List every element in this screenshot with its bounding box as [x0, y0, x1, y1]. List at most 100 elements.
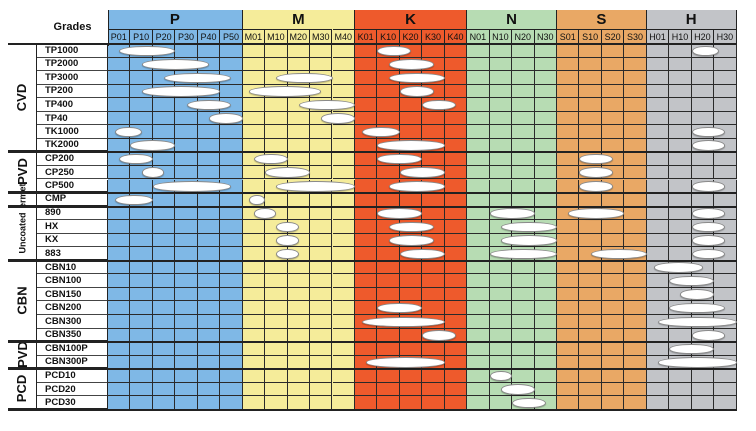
grid-cell	[130, 396, 153, 410]
grid-cell	[265, 98, 288, 112]
grid-cell	[467, 138, 490, 153]
range-ellipse-pcd10-n	[489, 370, 513, 382]
grid-cell	[108, 98, 131, 112]
grid-cell	[601, 260, 625, 275]
grid-cell	[512, 57, 535, 72]
grid-cell	[557, 301, 580, 315]
grid-cell	[287, 125, 311, 139]
grid-cell	[422, 369, 445, 383]
range-ellipse-cmp-p	[114, 194, 153, 206]
grid-cell	[624, 315, 647, 329]
grid-cell	[130, 179, 153, 194]
grid-cell	[108, 71, 131, 85]
grid-cell	[287, 396, 311, 410]
grid-cell	[579, 260, 602, 275]
grid-cell	[377, 328, 400, 343]
grid-cell	[399, 193, 423, 207]
range-ellipse-883-m	[276, 248, 299, 260]
grid-cell	[624, 396, 647, 410]
grid-cell	[646, 233, 670, 248]
grid-cell	[242, 98, 266, 112]
grid-cell	[422, 152, 445, 166]
grid-cell	[152, 152, 176, 166]
row-group-separator	[8, 341, 737, 344]
grid-cell	[130, 111, 153, 126]
grid-cell	[310, 328, 333, 343]
grid-cell	[354, 71, 378, 85]
grid-cell	[287, 233, 311, 248]
grid-cell	[175, 44, 198, 58]
grid-cell	[130, 247, 153, 261]
grid-cell	[310, 84, 333, 99]
grid-cell	[579, 138, 602, 153]
grid-cell	[489, 396, 513, 410]
grid-cell	[624, 342, 647, 356]
grid-cell	[310, 206, 333, 221]
grid-cell	[220, 152, 243, 166]
grid-cell	[287, 206, 311, 221]
grid-cell	[691, 165, 715, 180]
grid-cell	[601, 57, 625, 72]
grid-cell	[534, 369, 557, 383]
range-ellipse-hx-m	[276, 221, 299, 233]
grid-cell	[601, 220, 625, 234]
grid-cell	[467, 287, 490, 302]
grid-cell	[197, 369, 221, 383]
range-ellipse-hx-k	[388, 221, 434, 233]
grid-cell	[310, 301, 333, 315]
grid-cell	[534, 71, 557, 85]
grid-cell	[220, 84, 243, 99]
grid-cell	[669, 328, 692, 343]
range-ellipse-890-n	[489, 208, 535, 219]
grid-cell	[242, 44, 266, 58]
grid-cell	[669, 220, 692, 234]
grid-cell	[691, 396, 715, 410]
grid-cell	[242, 138, 266, 153]
grid-cell	[579, 355, 602, 370]
grid-cell	[310, 220, 333, 234]
grid-cell	[646, 84, 670, 99]
grid-cell	[108, 138, 131, 153]
grid-cell	[489, 98, 513, 112]
grid-cell	[108, 260, 131, 275]
range-ellipse-cp200-s	[579, 153, 614, 165]
grid-cell	[714, 125, 737, 139]
grid-cell	[108, 206, 131, 221]
grid-cell	[197, 220, 221, 234]
grid-cell	[175, 206, 198, 221]
grade-row-label: PCD20	[37, 382, 108, 397]
grid-cell	[467, 274, 490, 288]
grid-cell	[489, 125, 513, 139]
grade-row-label: CBN100	[37, 274, 108, 288]
grid-cell	[220, 206, 243, 221]
grid-cell	[691, 382, 715, 397]
grid-cell	[624, 233, 647, 248]
grid-cell	[152, 233, 176, 248]
grid-cell	[152, 125, 176, 139]
grid-cell	[557, 382, 580, 397]
grade-row-label: 890	[37, 206, 108, 221]
grid-cell	[197, 206, 221, 221]
grade-row-label: CP200	[37, 152, 108, 166]
grid-cell	[489, 152, 513, 166]
grid-cell	[130, 274, 153, 288]
grid-cell	[557, 342, 580, 356]
grid-cell	[646, 247, 670, 261]
grid-cell	[354, 382, 378, 397]
grid-cell	[197, 287, 221, 302]
grid-cell	[512, 138, 535, 153]
grid-cell	[444, 165, 468, 180]
grid-cell	[512, 301, 535, 315]
grid-cell	[624, 84, 647, 99]
column-header-k01: K01	[354, 29, 378, 44]
column-header-p10: P10	[130, 29, 153, 44]
grid-cell	[220, 274, 243, 288]
range-ellipse-kx-m	[276, 235, 299, 246]
grid-cell	[467, 355, 490, 370]
grid-cell	[399, 44, 423, 58]
grid-cell	[624, 274, 647, 288]
column-header-n30: N30	[534, 29, 557, 44]
grid-cell	[534, 111, 557, 126]
grid-cell	[197, 301, 221, 315]
grid-cell	[444, 355, 468, 370]
